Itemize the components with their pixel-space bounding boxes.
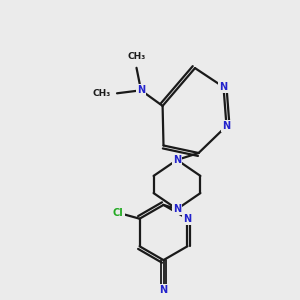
Text: N: N [173, 155, 181, 165]
Text: N: N [159, 285, 168, 295]
Text: N: N [183, 214, 191, 224]
Text: N: N [173, 204, 181, 214]
Text: CH₃: CH₃ [128, 52, 146, 61]
Text: N: N [222, 121, 231, 131]
Text: CH₃: CH₃ [92, 89, 110, 98]
Text: N: N [219, 82, 228, 92]
Text: Cl: Cl [112, 208, 123, 218]
Text: N: N [137, 85, 145, 95]
